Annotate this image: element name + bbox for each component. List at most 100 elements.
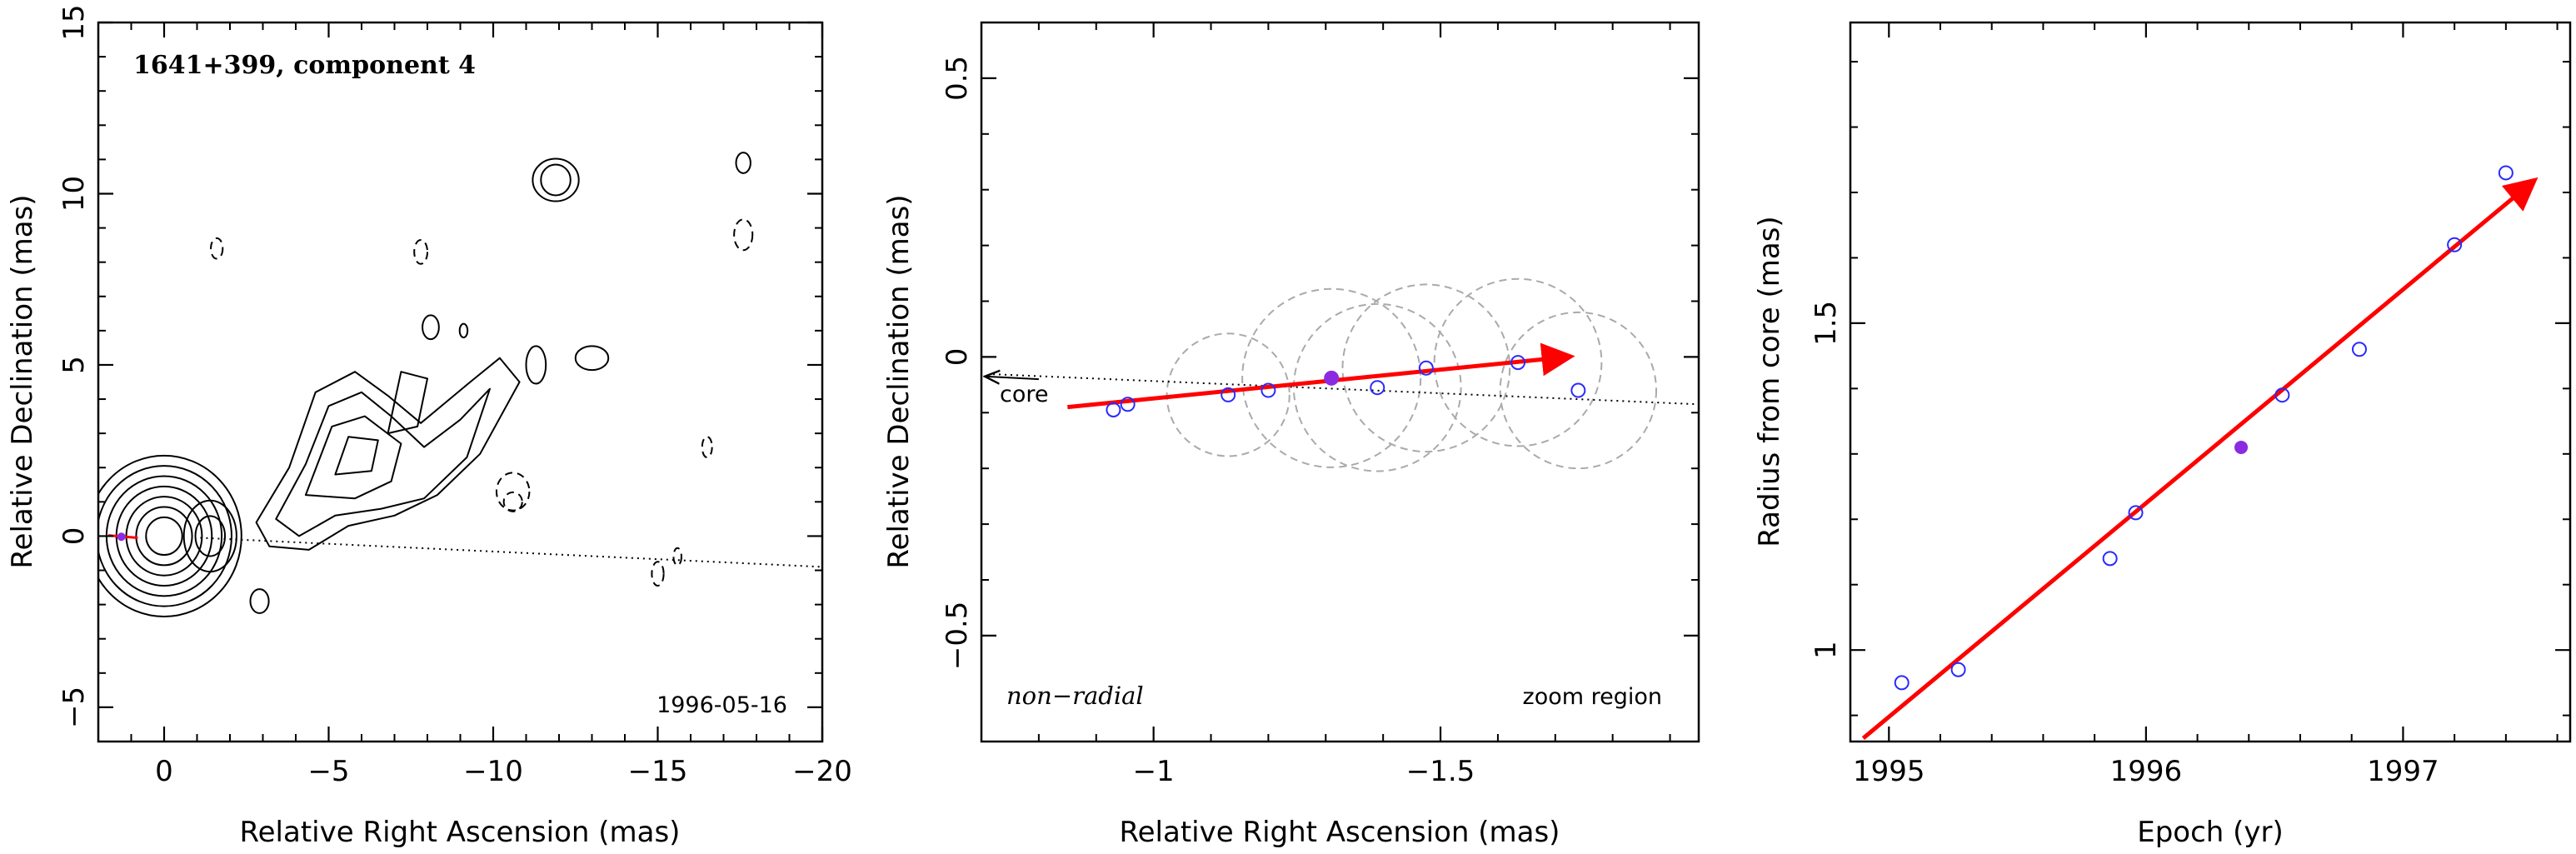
x-axis-title: Relative Right Ascension (mas): [240, 816, 681, 849]
zoom-region-label: zoom region: [1523, 684, 1662, 710]
core-contour: [145, 516, 183, 557]
plot-frame: [97, 21, 824, 743]
core-contour: [125, 496, 203, 577]
jet-contour: [255, 357, 521, 551]
data-point: [1510, 355, 1526, 371]
data-point: [1261, 382, 1276, 398]
zoom-plot-content: [985, 277, 1700, 472]
x-tick-label: 1995: [1853, 755, 1925, 788]
data-point: [1221, 387, 1236, 402]
data-point: [1120, 397, 1136, 412]
jet-contour: [387, 371, 428, 435]
radius-plot-content: [1861, 165, 2539, 740]
x-tick-label: 1997: [2367, 755, 2439, 788]
current-epoch-point: [1324, 370, 1340, 386]
plot-frame: [980, 21, 1700, 743]
axis-ticks: 1995 1996 1997 1 1.5: [1810, 22, 2570, 788]
core-contour: [135, 506, 193, 567]
map-date: 1996-05-16: [656, 692, 787, 718]
isolated-contour: [249, 588, 270, 614]
panel-contour-map: 0 −5 −10 −15 −20 −5 0 5 10 15 1641+399, component…: [6, 4, 852, 849]
isolated-contour: [574, 345, 610, 372]
isolated-contour: [422, 314, 440, 341]
y-axis-title: Relative Declination (mas): [882, 194, 916, 568]
data-point: [1370, 380, 1385, 396]
y-tick-label: −5: [57, 687, 91, 728]
y-tick-label: 0: [57, 527, 91, 546]
current-epoch-point: [2234, 440, 2249, 454]
position-uncertainty-circle: [1341, 283, 1511, 453]
isolated-contour: [426, 743, 430, 747]
negative-contour: [733, 218, 754, 252]
x-tick-label: −15: [628, 755, 688, 788]
y-axis-title: Relative Declination (mas): [6, 194, 39, 568]
jet-contour: [275, 387, 491, 537]
y-tick-label: −0.5: [941, 602, 974, 671]
position-uncertainty-circle: [1292, 302, 1462, 472]
axis-ticks: −1 −1.5 −0.5 0 0.5: [941, 22, 1699, 788]
mini-component-marker: [117, 532, 126, 542]
position-uncertainty-circle: [1166, 332, 1290, 457]
negative-contour: [413, 238, 429, 265]
negative-contour: [651, 561, 665, 587]
x-tick-label: −5: [307, 755, 349, 788]
y-tick-label: 10: [57, 176, 91, 212]
x-tick-label: −1.5: [1406, 755, 1475, 788]
data-point: [1894, 675, 1910, 691]
data-point: [2102, 551, 2118, 567]
data-point: [2447, 237, 2463, 252]
y-tick-label: 5: [57, 356, 91, 374]
x-tick-label: −20: [792, 755, 852, 788]
component-path-line: [200, 537, 823, 568]
motion-vector: [1067, 342, 1575, 410]
position-uncertainty-circle: [1433, 277, 1603, 447]
isolated-contour: [735, 152, 751, 174]
data-point: [1570, 382, 1586, 398]
linear-fit-arrow: [1861, 177, 2539, 740]
knot-contour: [182, 499, 237, 573]
map-title: 1641+399, component 4: [133, 51, 476, 80]
x-axis-title: Epoch (yr): [2137, 816, 2284, 849]
data-point: [2351, 342, 2367, 357]
isolated-contour: [532, 157, 580, 202]
knot-contour: [194, 515, 227, 557]
panel1-overlays: [107, 532, 823, 568]
data-point: [1950, 662, 1966, 677]
y-tick-label: 1: [1810, 641, 1843, 659]
negative-contour: [210, 237, 224, 260]
x-tick-label: 1996: [2110, 755, 2183, 788]
axis-ticks: 0 −5 −10 −15 −20 −5 0 5 10 15: [57, 4, 852, 788]
data-point: [2274, 387, 2290, 403]
data-point: [1418, 360, 1434, 376]
negative-contour: [502, 491, 523, 512]
isolated-contour: [458, 322, 469, 339]
negative-contour: [672, 547, 682, 567]
data-point: [2128, 505, 2144, 521]
core-direction-arrow: [985, 377, 1039, 379]
contour-lines: [98, 152, 754, 747]
x-axis-title: Relative Right Ascension (mas): [1120, 816, 1560, 849]
y-tick-label: 15: [57, 4, 91, 40]
core-contour: [98, 465, 232, 607]
jet-contour: [334, 436, 379, 476]
jet-contour: [304, 415, 402, 500]
y-tick-label: 1.5: [1810, 301, 1843, 346]
panel-radius-vs-epoch: 1995 1996 1997 1 1.5 Epoch (yr) Radius from …: [1753, 21, 2572, 849]
y-tick-label: 0: [941, 348, 974, 367]
component-path-line: [992, 373, 1700, 406]
non-radial-label: non−radial: [1006, 682, 1144, 710]
data-point: [1106, 402, 1121, 417]
y-axis-title: Radius from core (mas): [1753, 216, 1786, 547]
x-tick-label: −10: [463, 755, 523, 788]
panel-zoom-region: −1 −1.5 −0.5 0 0.5 core non−radial zoom regi…: [882, 21, 1700, 849]
negative-contour: [495, 472, 531, 512]
data-point: [2498, 165, 2514, 181]
isolated-contour: [540, 163, 572, 197]
core-label: core: [1000, 382, 1048, 407]
core-contour: [98, 454, 242, 617]
position-uncertainty-circle: [1499, 311, 1658, 470]
x-tick-label: −1: [1133, 755, 1175, 788]
position-uncertainty-circle: [1241, 287, 1422, 468]
x-tick-label: 0: [155, 755, 173, 788]
